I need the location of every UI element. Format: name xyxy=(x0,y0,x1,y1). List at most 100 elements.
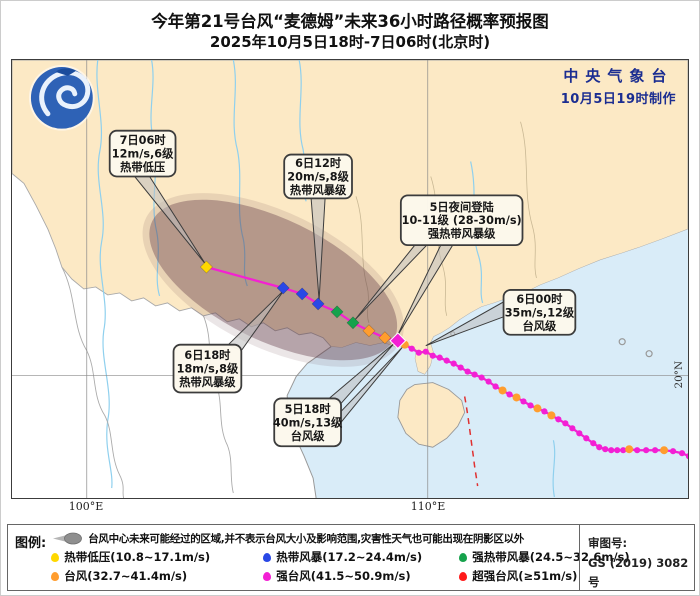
observed-track-point xyxy=(429,352,436,359)
legend-item: 强台风(41.5~50.9m/s) xyxy=(263,568,459,584)
legend-item-label: 台风(32.7~41.4m/s) xyxy=(64,569,188,583)
forecast-track-point xyxy=(295,287,309,301)
observed-track-point xyxy=(634,447,641,454)
callout-text-line: 热带风暴级 xyxy=(290,183,347,197)
observed-track-point xyxy=(555,416,562,423)
forecast-track-point xyxy=(346,316,360,330)
legend-dot-icon xyxy=(263,552,272,562)
observed-track-point xyxy=(652,447,659,454)
observed-track-point xyxy=(562,420,569,427)
callout-text-line: 强热带风暴级 xyxy=(428,227,496,241)
observed-track-point xyxy=(520,398,527,405)
observed-track-point xyxy=(620,447,627,454)
observed-track-point xyxy=(541,408,548,415)
page-subtitle: 2025年10月5日18时-7日06时(北京时) xyxy=(209,33,491,51)
legend-dot-icon xyxy=(263,571,272,581)
legend-dot-icon xyxy=(51,571,60,581)
callout-text-line: 5日18时 xyxy=(285,402,332,416)
forecast-track-point xyxy=(199,260,213,274)
observed-track-point xyxy=(614,447,621,454)
probability-region xyxy=(149,199,398,361)
page-title: 今年第21号台风“麦德姆”未来36小时路径概率预报图 xyxy=(151,12,549,31)
observed-track-point xyxy=(457,364,464,371)
legend-item: 热带风暴(17.2~24.4m/s) xyxy=(263,549,459,565)
observed-track-point xyxy=(685,453,688,460)
observed-track-point xyxy=(415,349,422,356)
observed-track-point xyxy=(596,444,603,451)
legend-item: 热带低压(10.8~17.1m/s) xyxy=(51,549,263,565)
observed-track-point xyxy=(478,374,485,381)
observed-track-point xyxy=(492,383,499,390)
callout-text-line: 热带低压 xyxy=(120,160,165,174)
observed-track-point xyxy=(569,425,576,432)
agency-name: 中央气象台 xyxy=(563,67,674,85)
cma-logo-icon xyxy=(28,64,95,131)
longitude-label: 110°E xyxy=(410,500,446,513)
legend-dot-icon xyxy=(51,552,60,562)
observed-track-point xyxy=(625,445,634,454)
longitude-label: 100°E xyxy=(68,500,104,513)
observed-track-point xyxy=(436,354,443,361)
legend-main: 图例: 台风中心未来可能经过的区域,并不表示台风大小及影响范围,灾害性天气也可能… xyxy=(8,525,630,590)
callout-text-line: 台风级 xyxy=(291,429,326,443)
callout-text-line: 20m/s,8级 xyxy=(287,169,349,183)
callout-text-line: 5日夜间登陆 xyxy=(430,200,494,214)
legend-region-desc: 台风中心未来可能经过的区域,并不表示台风大小及影响范围,灾害性天气也可能出现在阴… xyxy=(88,533,524,545)
forecast-track-point xyxy=(378,331,392,345)
legend-region-row: 台风中心未来可能经过的区域,并不表示台风大小及影响范围,灾害性天气也可能出现在阴… xyxy=(51,531,575,546)
probability-region-outer xyxy=(142,193,404,367)
observed-track-point xyxy=(485,378,492,385)
callout-text-line: 台风级 xyxy=(523,319,558,333)
observed-track-point xyxy=(464,368,471,375)
observed-track-point xyxy=(443,357,450,364)
callout-text-line: 7日06时 xyxy=(120,133,167,147)
forecast-track-point xyxy=(362,324,376,338)
observed-track-point xyxy=(408,345,415,352)
observed-track-point xyxy=(660,446,669,455)
observed-track-point xyxy=(669,448,677,455)
observed-track-point xyxy=(512,393,521,402)
observed-track-point xyxy=(471,371,478,378)
observed-track-point xyxy=(506,391,513,398)
callout-text-line: 6日12时 xyxy=(295,156,342,170)
observed-track-point xyxy=(527,402,534,409)
legend-item: 台风(32.7~41.4m/s) xyxy=(51,568,263,584)
legend-panel: 图例: 台风中心未来可能经过的区域,并不表示台风大小及影响范围,灾害性天气也可能… xyxy=(7,524,695,591)
legend-item: 强热带风暴(24.5~32.6m/s) xyxy=(459,549,630,565)
longitude-axis: 100°E 110°E xyxy=(11,500,689,516)
forecast-track-point xyxy=(330,305,344,319)
legend-title: 图例: xyxy=(15,536,47,551)
callout-text-line: 10-11级 (28-30m/s) xyxy=(402,213,522,227)
legend-items-row2: 台风(32.7~41.4m/s) 强台风(41.5~50.9m/s) 超强台风(≥5… xyxy=(51,568,577,584)
observed-track-point xyxy=(422,348,429,355)
current-position-marker xyxy=(389,332,407,350)
callout-text-line: 18m/s,8级 xyxy=(177,362,239,376)
agency-credit: 中央气象台 10月5日19时制作 xyxy=(561,65,676,107)
agency-issue-time: 10月5日19时制作 xyxy=(560,92,676,107)
observed-track-point xyxy=(678,450,686,457)
legend-item-label: 超强台风(≥51m/s) xyxy=(472,569,578,583)
map-review-number: 审图号: GS (2019) 3082号 xyxy=(579,525,694,590)
probability-region-icon xyxy=(53,532,83,545)
legend-item: 超强台风(≥51m/s) xyxy=(459,568,577,584)
observed-track-point xyxy=(498,386,507,395)
legend-item-label: 热带低压(10.8~17.1m/s) xyxy=(64,550,211,564)
legend-item-label: 强热带风暴(24.5~32.6m/s) xyxy=(472,550,630,564)
callout-text-line: 40m/s,13级 xyxy=(273,415,343,429)
callout-text-line: 35m/s,12级 xyxy=(505,305,575,319)
forecast-map: 7日06时 12m/s,6级 热带低压 6日12时 20m/s,8级 热带风暴级 5日夜间登… xyxy=(11,59,689,499)
callout-text-line: 6日00时 xyxy=(516,292,563,306)
observed-track-point xyxy=(643,447,650,454)
legend-item-label: 强台风(41.5~50.9m/s) xyxy=(276,569,411,583)
review-label: 审图号: xyxy=(588,536,628,550)
legend-item-label: 热带风暴(17.2~24.4m/s) xyxy=(276,550,423,564)
observed-track-point xyxy=(583,435,590,442)
observed-track-point xyxy=(450,360,457,367)
latitude-label: 20°N xyxy=(673,361,685,389)
observed-track-point xyxy=(602,446,609,453)
